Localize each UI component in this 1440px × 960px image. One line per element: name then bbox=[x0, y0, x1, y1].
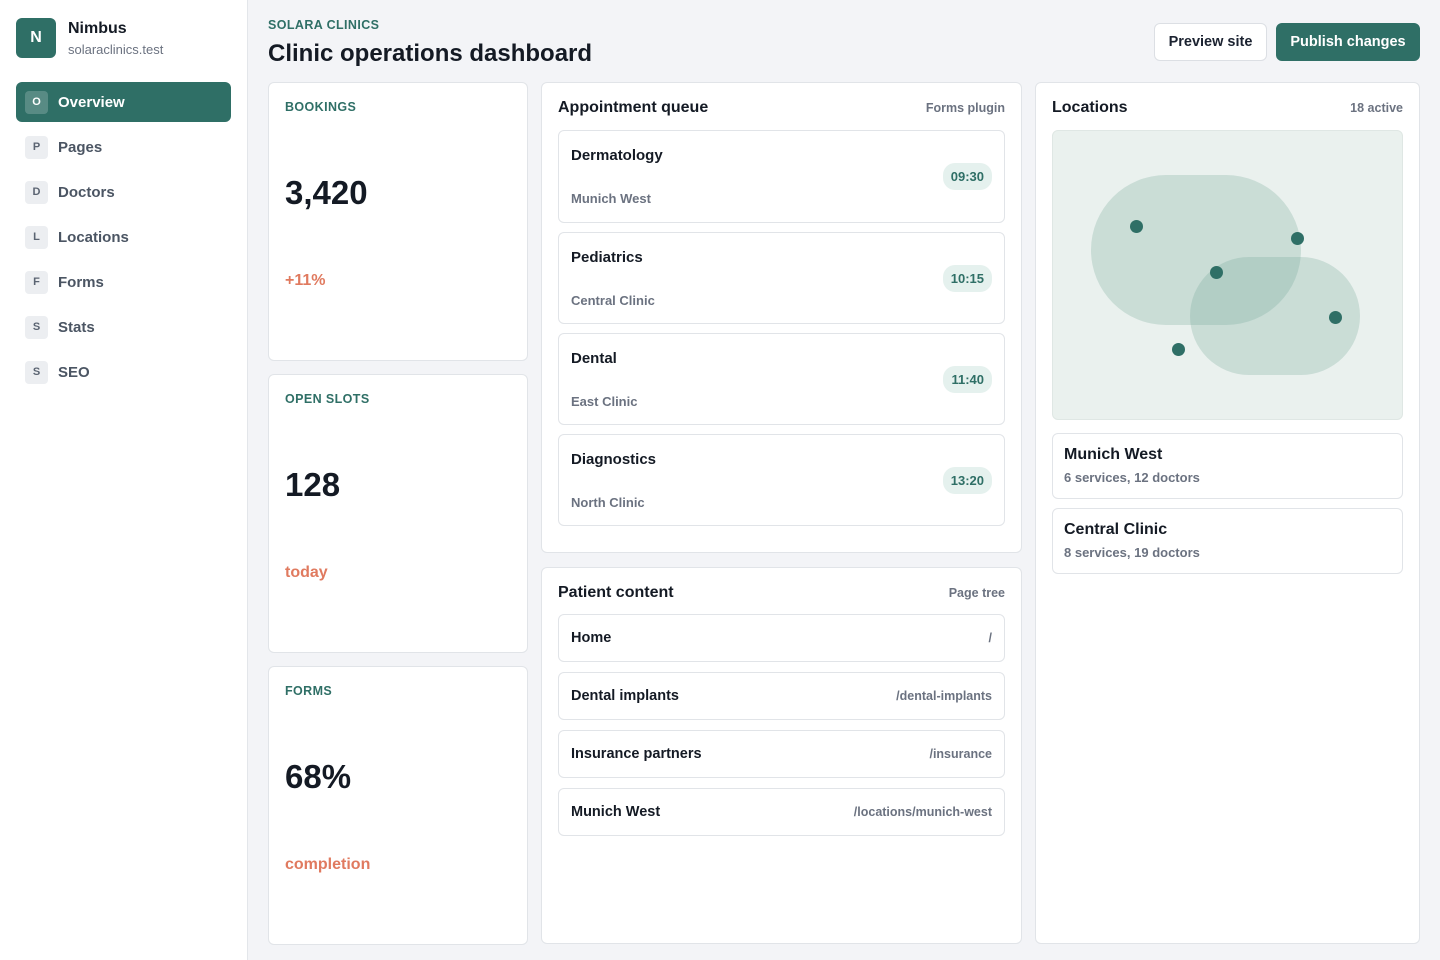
location-card[interactable]: Munich West 6 services, 12 doctors bbox=[1052, 433, 1403, 499]
sidebar-item-locations[interactable]: L Locations bbox=[16, 217, 231, 257]
sidebar-item-doctors[interactable]: D Doctors bbox=[16, 172, 231, 212]
location-details: 6 services, 12 doctors bbox=[1064, 470, 1200, 485]
brand: N Nimbus solaraclinics.test bbox=[16, 18, 231, 58]
kpi-label: FORMS bbox=[285, 684, 333, 698]
appointment-time-badge: 09:30 bbox=[942, 163, 992, 190]
kpi-change: completion bbox=[285, 856, 371, 873]
seo-icon: S bbox=[25, 360, 48, 384]
page-slug: / bbox=[988, 631, 992, 645]
sidebar-item-label: Locations bbox=[58, 228, 129, 246]
page-tree-item[interactable]: Insurance partners /insurance bbox=[558, 730, 1005, 778]
stats-icon: S bbox=[25, 315, 48, 339]
sidebar-item-forms[interactable]: F Forms bbox=[16, 262, 231, 302]
page-tree-item[interactable]: Munich West /locations/munich-west bbox=[558, 788, 1005, 836]
doctors-icon: D bbox=[25, 180, 48, 204]
appointment-queue-panel: Appointment queue Forms plugin Dermatolo… bbox=[541, 82, 1022, 553]
appointment-location: North Clinic bbox=[571, 494, 645, 510]
page-eyebrow: SOLARA CLINICS bbox=[268, 18, 380, 32]
panel-title: Patient content bbox=[558, 584, 674, 601]
locations-panel: Locations 18 active Munich West 6 servic… bbox=[1035, 82, 1420, 944]
sidebar-item-seo[interactable]: S SEO bbox=[16, 352, 231, 392]
map-pin-icon[interactable] bbox=[1172, 343, 1185, 356]
sidebar-item-label: Pages bbox=[58, 138, 103, 156]
appointment-location: Munich West bbox=[571, 191, 651, 206]
locations-map[interactable] bbox=[1052, 130, 1403, 420]
map-pin-icon[interactable] bbox=[1130, 220, 1143, 233]
brand-name: Nimbus bbox=[68, 19, 127, 37]
kpi-card-forms: FORMS 68% completion bbox=[268, 666, 528, 945]
sidebar-item-pages[interactable]: P Pages bbox=[16, 127, 231, 167]
map-region bbox=[1091, 175, 1301, 325]
page-tree-item[interactable]: Home / bbox=[558, 614, 1005, 662]
sidebar-item-label: Stats bbox=[58, 318, 95, 336]
appointment-name: Diagnostics bbox=[571, 450, 657, 468]
appointment-name: Pediatrics bbox=[571, 248, 643, 266]
header-actions: Preview site Publish changes bbox=[1154, 23, 1420, 61]
page-name: Insurance partners bbox=[571, 746, 702, 762]
publish-changes-button[interactable]: Publish changes bbox=[1276, 23, 1420, 61]
brand-logo: N bbox=[16, 18, 56, 58]
main-content: SOLARA CLINICS Clinic operations dashboa… bbox=[248, 0, 1440, 960]
dashboard-grid: BOOKINGS 3,420 +11% OPEN SLOTS 128 today… bbox=[268, 82, 1420, 945]
kpi-card-open-slots: OPEN SLOTS 128 today bbox=[268, 374, 528, 653]
kpi-label: BOOKINGS bbox=[285, 100, 357, 114]
appointment-location: Central Clinic bbox=[571, 292, 655, 308]
appointment-item[interactable]: Dermatology Munich West 09:30 bbox=[558, 130, 1005, 223]
panel-meta: Forms plugin bbox=[925, 101, 1005, 115]
panel-title: Appointment queue bbox=[558, 99, 709, 116]
overview-icon: O bbox=[25, 90, 48, 114]
map-pin-icon[interactable] bbox=[1329, 311, 1342, 324]
page-tree-item[interactable]: Dental implants /dental-implants bbox=[558, 672, 1005, 720]
kpi-change: +11% bbox=[285, 272, 326, 289]
location-name: Central Clinic bbox=[1064, 521, 1168, 538]
appointment-item[interactable]: Dental East Clinic 11:40 bbox=[558, 333, 1005, 425]
sidebar-item-overview[interactable]: O Overview bbox=[16, 82, 231, 122]
preview-site-button[interactable]: Preview site bbox=[1154, 23, 1267, 61]
page-name: Munich West bbox=[571, 804, 661, 820]
sidebar-item-label: Forms bbox=[58, 273, 104, 291]
page-slug: /locations/munich-west bbox=[853, 805, 992, 819]
panel-meta: 18 active bbox=[1350, 101, 1403, 115]
page-slug: /insurance bbox=[929, 747, 992, 761]
appointment-location: East Clinic bbox=[571, 393, 638, 409]
kpi-label: OPEN SLOTS bbox=[285, 392, 370, 406]
kpi-value: 3,420 bbox=[285, 174, 368, 211]
kpi-value: 68% bbox=[285, 758, 352, 795]
brand-domain: solaraclinics.test bbox=[68, 41, 164, 57]
forms-icon: F bbox=[25, 270, 48, 294]
patient-content-panel: Patient content Page tree Home / Dental … bbox=[541, 567, 1022, 944]
sidebar-item-label: Doctors bbox=[58, 183, 115, 201]
appointment-name: Dental bbox=[571, 349, 617, 367]
locations-icon: L bbox=[25, 225, 48, 249]
kpi-value: 128 bbox=[285, 466, 341, 503]
pages-icon: P bbox=[25, 135, 48, 159]
map-pin-icon[interactable] bbox=[1291, 232, 1304, 245]
appointment-name: Dermatology bbox=[571, 147, 663, 164]
location-details: 8 services, 19 doctors bbox=[1064, 545, 1200, 560]
page-name: Home bbox=[571, 630, 612, 646]
appointment-item[interactable]: Diagnostics North Clinic 13:20 bbox=[558, 434, 1005, 526]
sidebar: N Nimbus solaraclinics.test O Overview P… bbox=[0, 0, 248, 960]
sidebar-item-stats[interactable]: S Stats bbox=[16, 307, 231, 347]
page-slug: /dental-implants bbox=[896, 689, 992, 703]
panel-meta: Page tree bbox=[948, 586, 1005, 600]
sidebar-nav: O Overview P Pages D Doctors L Locations… bbox=[16, 82, 231, 392]
page-name: Dental implants bbox=[571, 688, 679, 704]
map-pin-icon[interactable] bbox=[1210, 266, 1223, 279]
kpi-card-bookings: BOOKINGS 3,420 +11% bbox=[268, 82, 528, 361]
appointment-time-badge: 11:40 bbox=[943, 365, 992, 393]
kpi-change: today bbox=[285, 564, 328, 581]
appointment-time-badge: 10:15 bbox=[942, 264, 992, 292]
panel-title: Locations bbox=[1052, 99, 1128, 116]
location-name: Munich West bbox=[1064, 446, 1163, 463]
appointment-item[interactable]: Pediatrics Central Clinic 10:15 bbox=[558, 232, 1005, 324]
sidebar-item-label: Overview bbox=[58, 93, 125, 111]
location-card[interactable]: Central Clinic 8 services, 19 doctors bbox=[1052, 508, 1403, 574]
sidebar-item-label: SEO bbox=[58, 363, 90, 381]
page-header: SOLARA CLINICS Clinic operations dashboa… bbox=[268, 16, 1420, 82]
page-title: Clinic operations dashboard bbox=[268, 40, 593, 67]
appointment-time-badge: 13:20 bbox=[942, 466, 992, 494]
